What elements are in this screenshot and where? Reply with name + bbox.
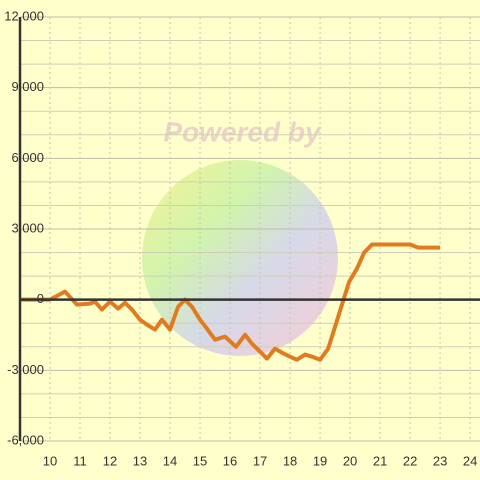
watermark-text: Powered by — [163, 116, 322, 147]
y-tick-label: 12,000 — [4, 8, 44, 23]
x-tick-label: 15 — [193, 453, 207, 468]
x-tick-label: 11 — [73, 453, 87, 468]
x-tick-label: 12 — [103, 453, 117, 468]
x-tick-label: 20 — [343, 453, 357, 468]
y-tick-label: 9,000 — [11, 79, 44, 94]
y-tick-label: 6,000 — [11, 150, 44, 165]
x-tick-label: 16 — [223, 453, 237, 468]
x-tick-label: 14 — [163, 453, 177, 468]
x-tick-label: 17 — [253, 453, 267, 468]
x-tick-label: 10 — [43, 453, 57, 468]
x-tick-label: 13 — [133, 453, 147, 468]
x-tick-label: 22 — [403, 453, 417, 468]
x-tick-label: 19 — [313, 453, 327, 468]
x-tick-label: 24 — [463, 453, 477, 468]
data-line — [20, 242, 441, 362]
x-tick-label: 18 — [283, 453, 297, 468]
y-tick-label: -6,000 — [7, 432, 44, 447]
y-tick-label: 3,000 — [11, 220, 44, 235]
y-tick-label: -3,000 — [7, 362, 44, 377]
x-tick-label: 21 — [373, 453, 387, 468]
x-tick-label: 23 — [433, 453, 447, 468]
